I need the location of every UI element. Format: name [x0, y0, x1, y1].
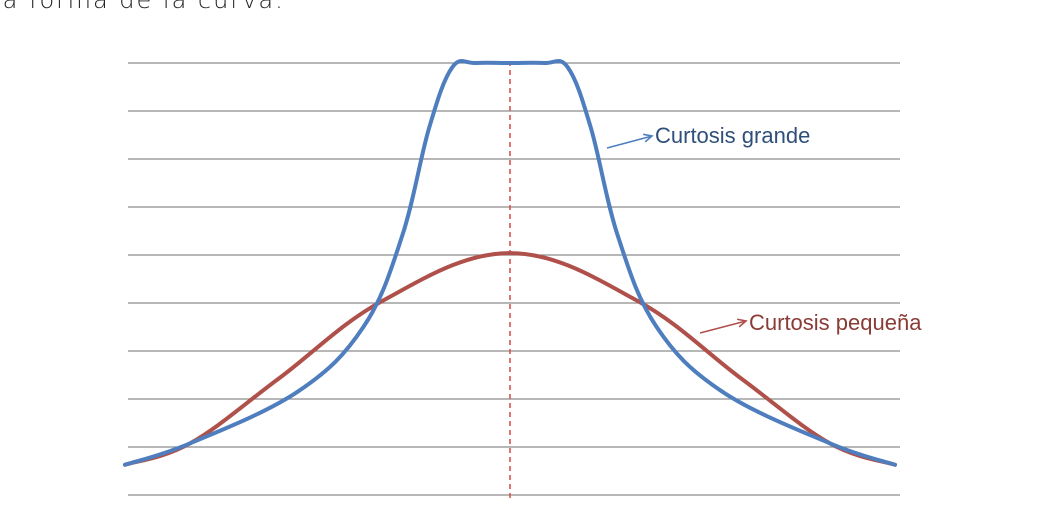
cropped-caption-text: la forma de la curva.	[0, 0, 285, 14]
series-layer	[123, 59, 897, 467]
label-curtosis-pequena: Curtosis pequeña	[749, 310, 922, 335]
label-curtosis-grande: Curtosis grande	[655, 123, 810, 148]
series-curtosis-pequena	[123, 251, 897, 467]
arrowhead-curtosis-grande-icon	[643, 133, 654, 143]
arrow-curtosis-grande	[606, 135, 653, 149]
annotation-layer: Curtosis grande Curtosis pequeña	[606, 123, 922, 335]
series-curtosis-grande	[123, 59, 897, 467]
arrow-curtosis-pequena	[699, 320, 747, 334]
arrowhead-curtosis-pequena-icon	[737, 318, 748, 328]
